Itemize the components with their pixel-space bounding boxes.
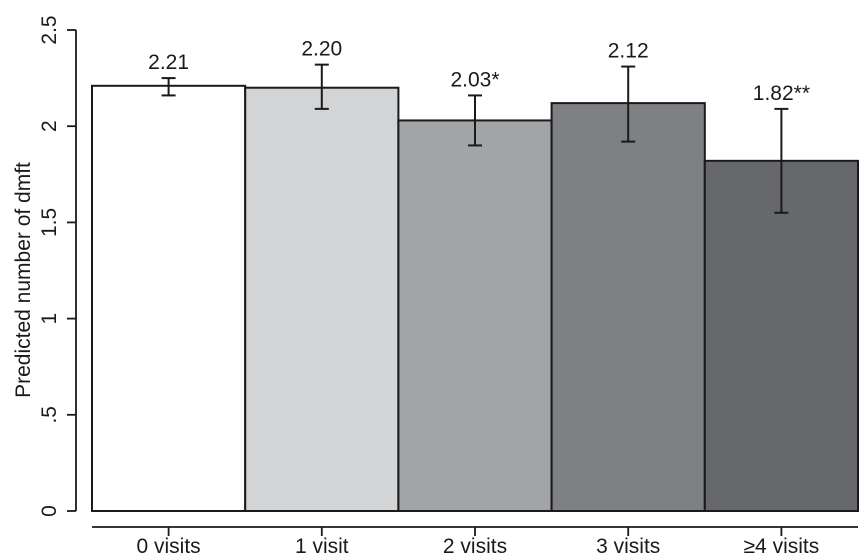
bar [244, 86, 400, 512]
bar [550, 102, 706, 512]
y-tick-label: 2 [38, 120, 61, 132]
x-tick-label: 2 visits [443, 535, 507, 557]
y-tick-label: 0 [38, 505, 61, 517]
bars [91, 84, 859, 513]
y-tick-label: .5 [38, 406, 61, 424]
error-bars [161, 63, 789, 214]
data-label: 1.82** [753, 82, 810, 105]
data-labels: 2.21 2.20 2.03* 2.12 1.82** [148, 38, 810, 105]
y-tick-label: 1.5 [38, 208, 61, 237]
y-tick-label: 1 [38, 313, 61, 325]
x-tick-label: 1 visit [295, 535, 349, 557]
data-label: 2.03* [450, 68, 499, 91]
x-tick-label: ≥4 visits [744, 535, 820, 557]
y-axis-label: Predicted number of dmft [12, 162, 35, 398]
x-tick-label: 0 visits [137, 535, 201, 557]
data-label: 2.20 [301, 38, 342, 61]
bar [397, 119, 553, 512]
bar [91, 84, 247, 513]
y-tick-label: 2.5 [38, 15, 61, 44]
data-label: 2.21 [148, 51, 189, 74]
y-axis: 0 .5 1 1.5 2 2.5 [38, 15, 77, 517]
data-label: 2.12 [608, 40, 649, 63]
x-axis: 0 visits 1 visit 2 visits 3 visits ≥4 visits [92, 526, 858, 557]
bar [703, 159, 859, 512]
x-tick-label: 3 visits [596, 535, 660, 557]
